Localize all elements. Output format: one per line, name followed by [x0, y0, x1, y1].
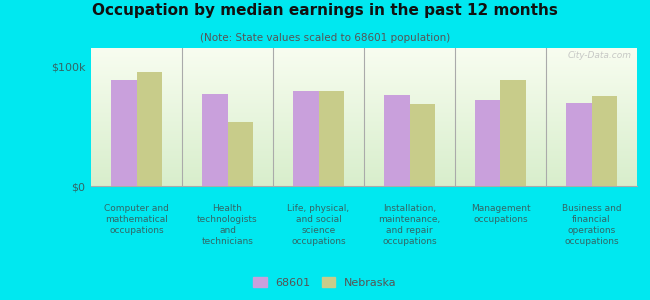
Bar	[318, 91, 344, 186]
Bar	[136, 72, 162, 186]
Text: Occupation by median earnings in the past 12 months: Occupation by median earnings in the pas…	[92, 3, 558, 18]
Text: Business and
financial
operations
occupations: Business and financial operations occupa…	[562, 204, 621, 246]
Bar	[202, 94, 228, 186]
Text: City-Data.com: City-Data.com	[567, 51, 632, 60]
Bar	[566, 103, 592, 186]
Bar	[227, 122, 253, 186]
Text: Installation,
maintenance,
and repair
occupations: Installation, maintenance, and repair oc…	[378, 204, 441, 246]
Text: Health
technologists
and
technicians: Health technologists and technicians	[197, 204, 258, 246]
Bar	[475, 100, 500, 186]
Text: (Note: State values scaled to 68601 population): (Note: State values scaled to 68601 popu…	[200, 33, 450, 43]
Bar	[293, 91, 318, 186]
Text: Management
occupations: Management occupations	[471, 204, 530, 224]
Text: Life, physical,
and social
science
occupations: Life, physical, and social science occup…	[287, 204, 350, 246]
Bar	[592, 96, 617, 186]
Bar	[384, 95, 410, 186]
Text: Computer and
mathematical
occupations: Computer and mathematical occupations	[104, 204, 169, 235]
Bar	[500, 80, 526, 186]
Legend: 68601, Nebraska: 68601, Nebraska	[250, 274, 400, 291]
Bar	[410, 104, 435, 186]
Bar	[111, 80, 136, 186]
